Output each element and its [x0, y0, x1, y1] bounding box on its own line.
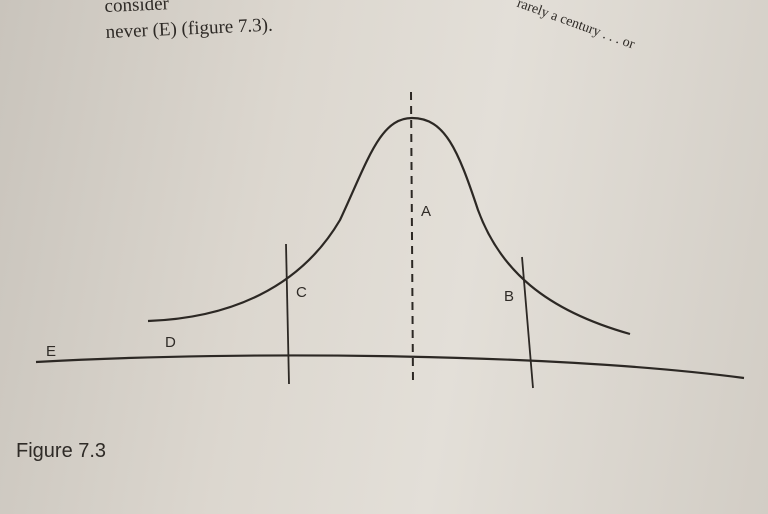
right-cut-line [521, 256, 534, 389]
figure-caption: Figure 7.3 [16, 440, 107, 462]
label-d: D [165, 334, 176, 351]
center-dashed-line [410, 91, 414, 383]
label-c: C [296, 284, 307, 301]
left-cut-line [285, 243, 290, 385]
bell-curve [147, 116, 631, 336]
baseline [35, 354, 745, 380]
label-a: A [421, 203, 431, 220]
label-e: E [46, 343, 56, 360]
label-b: B [504, 288, 514, 305]
